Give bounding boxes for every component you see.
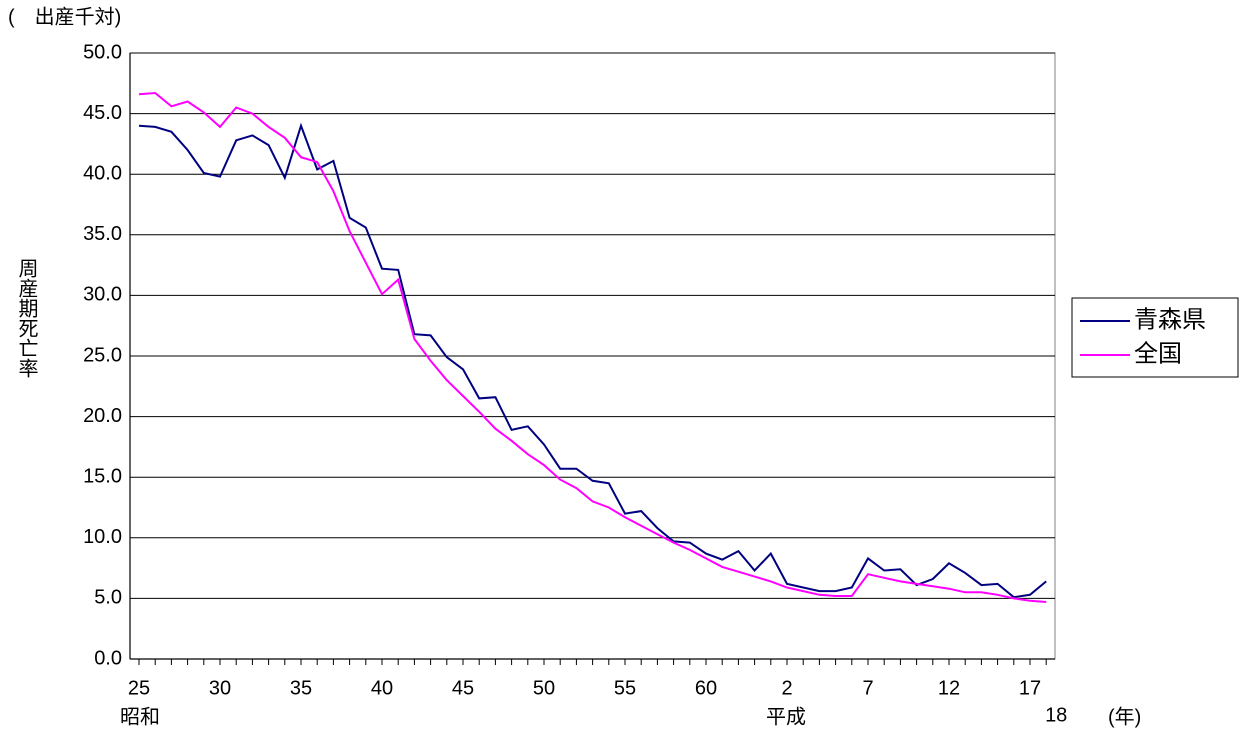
x-tick-label: 30 — [209, 677, 231, 699]
x-tick-label: 12 — [938, 677, 960, 699]
series-line — [138, 122, 1047, 599]
x-tick-label: 60 — [695, 677, 717, 699]
x-tick-label: 7 — [862, 677, 873, 699]
legend-label: 青森県 — [1134, 306, 1206, 333]
x-tick-label: 40 — [371, 677, 393, 699]
legend-box — [1071, 297, 1239, 378]
y-axis-label: 周産期死亡率 — [15, 258, 37, 378]
legend-label: 全国 — [1134, 340, 1182, 367]
y-tick-label: 5.0 — [94, 587, 122, 609]
y-tick-label: 15.0 — [83, 465, 122, 487]
series-line — [138, 91, 1047, 603]
y-tick-label: 45.0 — [83, 102, 122, 124]
unit-label: ( 出産千対) — [8, 5, 121, 28]
y-tick-label: 35.0 — [83, 223, 122, 245]
y-tick-label: 30.0 — [83, 284, 122, 306]
x-tick-label: 2 — [781, 677, 792, 699]
y-tick-label: 40.0 — [83, 162, 122, 184]
x-tick-label: 55 — [614, 677, 636, 699]
x-tick-label: 35 — [290, 677, 312, 699]
x-tick-label: 50 — [533, 677, 555, 699]
era-label: 昭和 — [120, 705, 160, 728]
x-tick-label: 18 — [1045, 704, 1067, 726]
x-tick-label: 17 — [1019, 677, 1041, 699]
y-tick-label: 50.0 — [83, 41, 122, 63]
y-tick-label: 25.0 — [83, 344, 122, 366]
x-tick-label: 25 — [128, 677, 150, 699]
era-label: 平成 — [766, 705, 806, 728]
x-axis-label: (年) — [1108, 705, 1141, 728]
y-tick-label: 10.0 — [83, 526, 122, 548]
y-tick-label: 0.0 — [94, 647, 122, 669]
y-tick-label: 20.0 — [83, 405, 122, 427]
x-tick-label: 45 — [452, 677, 474, 699]
